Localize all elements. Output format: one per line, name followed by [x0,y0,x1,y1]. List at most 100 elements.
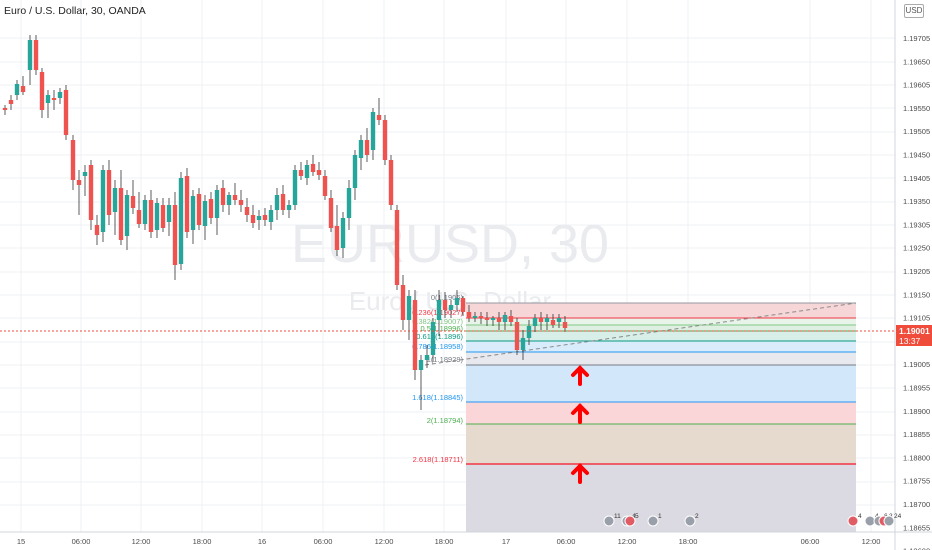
candle-body [304,165,310,178]
fib-extension-tool[interactable] [424,302,857,532]
candle-body [94,225,100,235]
candle-body [292,170,298,205]
candle-body [352,155,358,188]
event-badge-count: 5 [635,513,639,520]
candle-body [280,194,286,210]
candle-body [238,200,244,205]
candle-body [232,195,238,200]
candle-body [376,115,382,120]
candle-body [106,170,112,215]
price-axis-label: 1.19105 [903,314,930,323]
price-axis-label: 1.18600 [903,547,930,550]
candle-body [214,190,220,218]
fib-level-label: 0.5(1.18996) [420,324,463,333]
candle-body [490,318,496,320]
time-axis-label: 06:00 [801,537,820,546]
price-axis-label: 1.19005 [903,360,930,369]
event-badge-count: 1 [658,513,662,520]
time-axis[interactable]: 15 06:00 12:00 18:00 16 06:00 12:00 18:00 17 06:0… [17,537,881,546]
price-axis-label: 1.19305 [903,220,930,229]
up-arrow-2[interactable] [571,403,589,424]
event-badge-icon[interactable] [647,515,659,527]
event-badge-icon[interactable] [624,515,636,527]
price-axis-label: 1.18655 [903,523,930,532]
candle-body [130,196,136,208]
candle-body [544,318,550,322]
chart-title: Euro / U.S. Dollar, 30, OANDA [4,5,146,17]
candle-body [400,285,406,320]
candle-body [562,322,568,328]
time-axis-label: 06:00 [314,537,333,546]
time-axis-label: 06:00 [72,537,91,546]
event-badge-icon[interactable] [847,515,859,527]
candle-body [14,84,20,95]
candle-body [520,338,526,350]
candle-body [220,188,226,205]
candle-body [496,318,502,322]
candle-body [148,200,154,232]
time-axis-label: 12:00 [862,537,881,546]
candle-body [358,140,364,158]
candle-body [154,203,160,230]
candle-body [208,199,214,218]
up-arrow-1[interactable] [571,365,589,386]
bar-countdown: 13:37 [899,336,921,346]
candle-body [454,298,460,305]
candle-body [412,300,418,370]
time-axis-label: 12:00 [132,537,151,546]
candle-body [45,95,51,103]
candle-body [70,140,76,180]
candle-body [142,200,148,224]
fib-level-label: 1.618(1.18845) [412,393,463,402]
event-badge-count: 11 [614,513,621,520]
candle-body [172,205,178,265]
up-arrow-3[interactable] [571,463,589,484]
price-axis-label: 1.18755 [903,477,930,486]
candle-body [20,86,26,92]
candle-body [274,195,280,210]
event-badge-icon[interactable] [603,515,615,527]
price-axis-label: 1.18800 [903,453,930,462]
candle-body [484,318,490,320]
event-badge-icon[interactable] [883,515,895,527]
candle-body [556,318,562,322]
event-badge-icon[interactable] [684,515,696,527]
fib-level-label: 0.618(1.1896) [416,332,463,341]
candle-body [382,120,388,160]
candle-body [550,320,556,325]
candle-body [328,198,334,228]
time-axis-label: 12:00 [375,537,394,546]
candle-body [322,176,328,196]
candle-body [364,140,370,155]
candlestick-series [2,35,568,410]
candle-body [112,188,118,212]
time-axis-label: 18:00 [435,537,454,546]
price-axis-label: 1.19650 [903,57,930,66]
candle-body [33,40,39,70]
candle-body [190,196,196,230]
price-axis[interactable]: 1.19705 1.19650 1.19605 1.19550 1.19505 1.194… [903,34,930,550]
candle-body [466,312,472,318]
current-price-tag: 1.19001 13:37 [896,325,932,346]
candle-body [430,322,436,355]
time-axis-label: 12:00 [618,537,637,546]
price-axis-label: 1.19405 [903,174,930,183]
candle-body [226,195,232,205]
price-axis-label: 1.19550 [903,104,930,113]
price-axis-label: 1.18955 [903,384,930,393]
event-badges[interactable]: 114512446324 [603,513,902,527]
candle-body [184,176,190,232]
candle-body [418,360,424,370]
candle-body [76,180,82,185]
candle-body [39,72,45,110]
currency-button[interactable]: USD [904,4,924,18]
current-price-value: 1.19001 [899,326,930,336]
candle-body [448,305,454,310]
candle-body [118,188,124,240]
fib-level-label: 0.786(1.18958) [412,342,463,351]
candle-body [88,165,94,220]
candle-body [256,216,262,220]
candle-body [166,205,172,222]
